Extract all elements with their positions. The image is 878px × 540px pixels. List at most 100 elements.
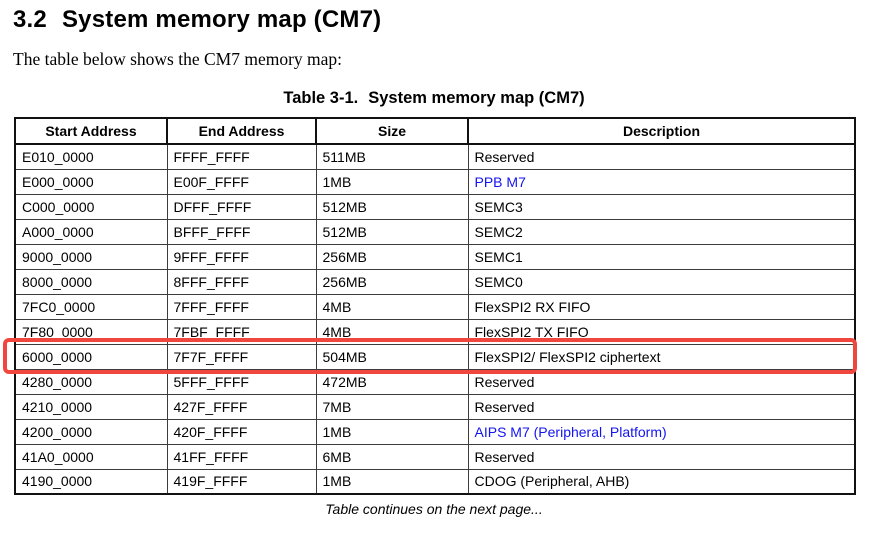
description-text: SEMC0: [474, 273, 523, 290]
end-address-cell: 5FFF_FFFF: [166, 368, 317, 395]
size-cell: 1MB: [315, 168, 469, 195]
start-address-cell: 9000_0000: [14, 243, 168, 270]
start-address-cell: 4280_0000: [14, 368, 168, 395]
section-title: System memory map (CM7): [61, 6, 382, 33]
start-address-cell: A000_0000: [14, 218, 168, 245]
table-row: 7F80_0000 7FBF_FFFF 4MB FlexSPI2 TX FIFO: [14, 318, 856, 345]
size-cell: 511MB: [315, 143, 469, 170]
description-link[interactable]: PPB M7: [474, 173, 526, 190]
table-row: 4190_0000 419F_FFFF 1MB CDOG (Peripheral…: [14, 468, 856, 495]
description-text: Reserved: [474, 373, 535, 390]
end-address-cell: 9FFF_FFFF: [166, 243, 317, 270]
table-caption-title: System memory map (CM7): [368, 89, 585, 107]
description-text: FlexSPI2/ FlexSPI2 ciphertext: [474, 348, 661, 365]
description-cell: Reserved: [467, 393, 856, 420]
end-address-cell: FFFF_FFFF: [166, 143, 317, 170]
size-cell: 472MB: [315, 368, 469, 395]
section-heading: 3.2 System memory map (CM7): [13, 6, 878, 34]
description-text: Reserved: [474, 448, 535, 465]
size-cell: 6MB: [315, 443, 469, 470]
size-cell: 4MB: [315, 318, 469, 345]
description-text: Reserved: [474, 398, 535, 415]
end-address-cell: E00F_FFFF: [166, 168, 317, 195]
start-address-cell: 8000_0000: [14, 268, 168, 295]
table-row: 7FC0_0000 7FFF_FFFF 4MB FlexSPI2 RX FIFO: [14, 293, 856, 320]
size-cell: 4MB: [315, 293, 469, 320]
description-cell: PPB M7: [467, 168, 856, 195]
description-cell: AIPS M7 (Peripheral, Platform): [467, 418, 856, 445]
size-cell: 504MB: [315, 343, 469, 370]
start-address-cell: E000_0000: [14, 168, 168, 195]
description-link[interactable]: AIPS M7 (Peripheral, Platform): [474, 423, 667, 440]
table-row: A000_0000 BFFF_FFFF 512MB SEMC2: [14, 218, 856, 245]
table-row: 6000_0000 7F7F_FFFF 504MB FlexSPI2/ Flex…: [14, 343, 856, 370]
description-text: CDOG (Peripheral, AHB): [474, 473, 630, 490]
column-header-start-address: Start Address: [14, 117, 168, 145]
end-address-cell: BFFF_FFFF: [166, 218, 317, 245]
table-row: 4210_0000 427F_FFFF 7MB Reserved: [14, 393, 856, 420]
table-row: 41A0_0000 41FF_FFFF 6MB Reserved: [14, 443, 856, 470]
end-address-cell: 7F7F_FFFF: [166, 343, 317, 370]
description-text: SEMC1: [474, 248, 523, 265]
size-cell: 1MB: [315, 418, 469, 445]
start-address-cell: 4210_0000: [14, 393, 168, 420]
size-cell: 512MB: [315, 218, 469, 245]
size-cell: 1MB: [315, 468, 469, 495]
start-address-cell: C000_0000: [14, 193, 168, 220]
description-cell: SEMC1: [467, 243, 856, 270]
table-row: 9000_0000 9FFF_FFFF 256MB SEMC1: [14, 243, 856, 270]
size-cell: 7MB: [315, 393, 469, 420]
size-cell: 256MB: [315, 268, 469, 295]
start-address-cell: 7FC0_0000: [14, 293, 168, 320]
memory-map-table: Start Address End Address Size Descripti…: [14, 117, 856, 495]
end-address-cell: 7FFF_FFFF: [166, 293, 317, 320]
description-cell: Reserved: [467, 443, 856, 470]
column-header-size: Size: [315, 117, 469, 145]
memory-map-table-header: Start Address End Address Size Descripti…: [14, 117, 856, 145]
start-address-cell: 6000_0000: [14, 343, 168, 370]
description-cell: CDOG (Peripheral, AHB): [467, 468, 856, 495]
start-address-cell: E010_0000: [14, 143, 168, 170]
start-address-cell: 4190_0000: [14, 468, 168, 495]
start-address-cell: 7F80_0000: [14, 318, 168, 345]
memory-map-table-body: E010_0000 FFFF_FFFF 511MB Reserved E000_…: [14, 143, 856, 495]
description-cell: FlexSPI2 RX FIFO: [467, 293, 856, 320]
description-text: FlexSPI2 TX FIFO: [474, 323, 589, 340]
end-address-cell: 41FF_FFFF: [166, 443, 317, 470]
description-text: SEMC2: [474, 223, 523, 240]
end-address-cell: 427F_FFFF: [166, 393, 317, 420]
section-number: 3.2: [13, 6, 47, 33]
table-row: E000_0000 E00F_FFFF 1MB PPB M7: [14, 168, 856, 195]
table-caption: Table 3-1. System memory map (CM7): [14, 89, 854, 108]
intro-text: The table below shows the CM7 memory map…: [13, 49, 343, 69]
start-address-cell: 4200_0000: [14, 418, 168, 445]
description-text: Reserved: [474, 148, 535, 165]
table-row: 8000_0000 8FFF_FFFF 256MB SEMC0: [14, 268, 856, 295]
description-cell: FlexSPI2/ FlexSPI2 ciphertext: [467, 343, 856, 370]
table-continuation-note: Table continues on the next page...: [325, 501, 543, 517]
column-header-end-address: End Address: [166, 117, 317, 145]
description-cell: SEMC0: [467, 268, 856, 295]
table-caption-label: Table 3-1.: [283, 89, 359, 107]
size-cell: 256MB: [315, 243, 469, 270]
description-cell: Reserved: [467, 368, 856, 395]
description-text: FlexSPI2 RX FIFO: [474, 298, 591, 315]
end-address-cell: 7FBF_FFFF: [166, 318, 317, 345]
description-cell: SEMC2: [467, 218, 856, 245]
end-address-cell: 419F_FFFF: [166, 468, 317, 495]
end-address-cell: 8FFF_FFFF: [166, 268, 317, 295]
description-cell: FlexSPI2 TX FIFO: [467, 318, 856, 345]
description-cell: SEMC3: [467, 193, 856, 220]
end-address-cell: 420F_FFFF: [166, 418, 317, 445]
column-header-description: Description: [467, 117, 856, 145]
start-address-cell: 41A0_0000: [14, 443, 168, 470]
description-cell: Reserved: [467, 143, 856, 170]
description-text: SEMC3: [474, 198, 523, 215]
table-row: E010_0000 FFFF_FFFF 511MB Reserved: [14, 143, 856, 170]
header-row: Start Address End Address Size Descripti…: [14, 117, 856, 145]
table-row: 4280_0000 5FFF_FFFF 472MB Reserved: [14, 368, 856, 395]
table-row: C000_0000 DFFF_FFFF 512MB SEMC3: [14, 193, 856, 220]
end-address-cell: DFFF_FFFF: [166, 193, 317, 220]
table-row: 4200_0000 420F_FFFF 1MB AIPS M7 (Periphe…: [14, 418, 856, 445]
size-cell: 512MB: [315, 193, 469, 220]
